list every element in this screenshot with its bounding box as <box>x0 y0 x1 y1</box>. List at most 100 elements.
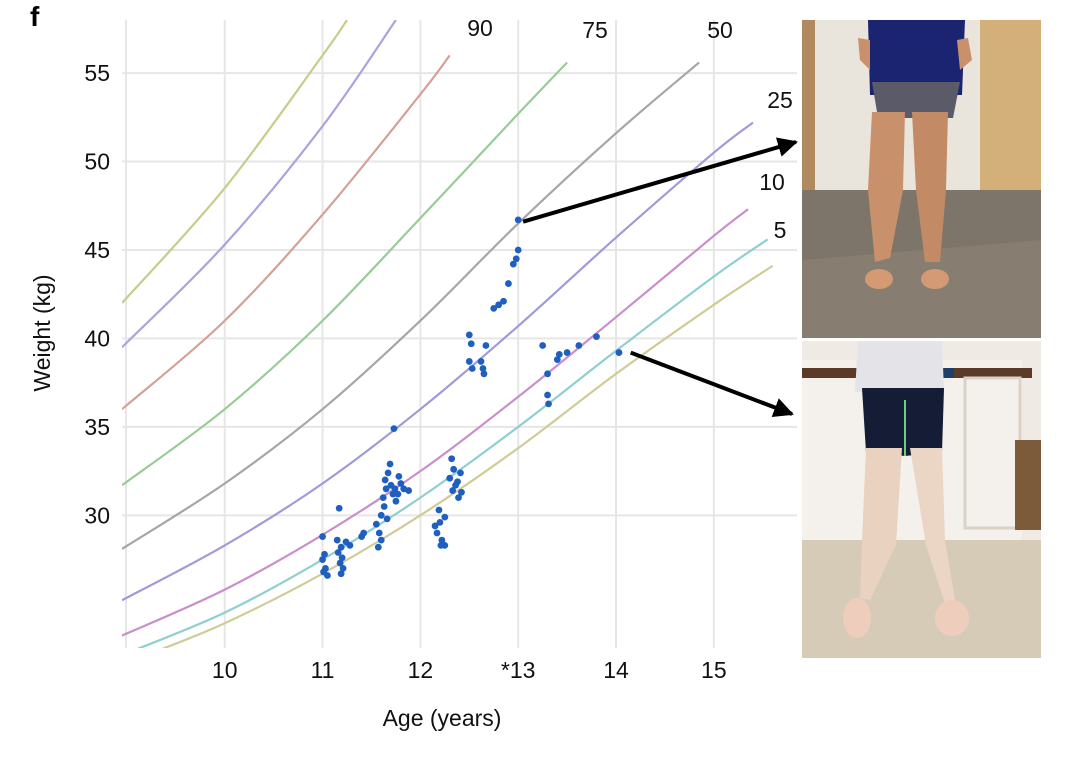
data-point-29 <box>390 425 398 433</box>
data-point-11 <box>336 559 344 567</box>
data-point-46 <box>437 541 445 549</box>
data-point-58 <box>467 340 475 348</box>
data-point-71 <box>514 246 522 254</box>
y-tick-label-2: 40 <box>84 325 110 351</box>
percentile-label-5: 5 <box>774 217 787 243</box>
percentile-curve-75 <box>122 61 700 550</box>
data-point-57 <box>465 331 473 339</box>
data-point-61 <box>477 358 485 365</box>
data-point-47 <box>441 513 449 521</box>
percentile-curves <box>122 20 774 648</box>
x-axis-title: Age (years) <box>383 705 502 731</box>
data-point-48 <box>448 455 456 463</box>
data-point-0 <box>319 533 326 540</box>
data-point-1 <box>321 550 328 558</box>
panel-label: f <box>30 1 40 32</box>
data-point-28 <box>386 460 394 468</box>
data-point-39 <box>383 515 391 523</box>
percentile-label-90: 90 <box>467 15 493 41</box>
data-point-10 <box>338 554 346 562</box>
arrow-to-bottom-photo <box>629 350 794 417</box>
data-point-17 <box>358 533 366 540</box>
data-point-60 <box>468 365 476 372</box>
x-tick-label-0: 10 <box>212 657 238 683</box>
data-point-64 <box>482 342 490 349</box>
data-point-31 <box>389 490 397 498</box>
y-tick-label-3: 45 <box>84 237 110 263</box>
data-point-19 <box>375 529 383 537</box>
y-tick-label-4: 50 <box>84 149 110 175</box>
data-point-6 <box>335 504 343 512</box>
data-point-78 <box>555 350 563 358</box>
data-point-21 <box>374 543 382 551</box>
data-point-40 <box>431 522 439 530</box>
percentile-curve-unlabeled-1 <box>122 20 397 349</box>
data-point-81 <box>593 333 600 341</box>
data-point-79 <box>563 349 571 356</box>
data-point-62 <box>479 365 487 372</box>
percentile-curve-unlabeled-0 <box>122 20 348 304</box>
data-point-20 <box>377 536 385 544</box>
data-point-50 <box>446 474 454 482</box>
photo-top <box>802 20 1041 338</box>
data-point-77 <box>553 356 561 364</box>
data-point-49 <box>450 465 458 473</box>
data-point-22 <box>377 511 385 519</box>
data-point-74 <box>544 370 551 378</box>
data-point-2 <box>319 556 326 563</box>
photo-bottom <box>802 341 1041 658</box>
data-point-9 <box>334 549 342 556</box>
data-point-67 <box>500 297 507 305</box>
x-tick-label-1: 11 <box>311 657 335 683</box>
percentile-curve-90 <box>122 61 568 487</box>
data-point-5 <box>324 572 331 579</box>
data-point-35 <box>397 480 405 487</box>
x-tick-label-2: 12 <box>408 657 434 683</box>
data-point-52 <box>449 487 457 494</box>
data-point-24 <box>379 494 387 502</box>
data-point-68 <box>505 280 512 287</box>
growth-chart: 30 35 40 45 50 55 10 11 12 *13 14 15 90 75 50 25 10 5 A… <box>29 15 797 731</box>
data-point-42 <box>435 506 443 514</box>
data-point-80 <box>575 342 583 349</box>
data-point-73 <box>539 342 547 349</box>
data-point-76 <box>545 400 552 408</box>
x-tick-labels: 10 11 12 *13 14 15 <box>212 657 727 683</box>
data-point-8 <box>337 543 345 551</box>
x-tick-label-4: 14 <box>603 657 629 683</box>
y-axis-title: Weight (kg) <box>29 274 55 391</box>
percentile-label-25: 25 <box>767 87 793 113</box>
x-tick-label-3: *13 <box>501 657 536 683</box>
arrows <box>522 137 798 417</box>
percentile-labels: 90 75 50 25 10 5 <box>467 15 793 243</box>
data-points <box>319 216 623 579</box>
data-point-12 <box>339 564 347 572</box>
data-point-25 <box>382 485 390 493</box>
percentile-label-50: 50 <box>707 17 733 43</box>
data-point-34 <box>395 473 403 480</box>
percentile-curve-25 <box>122 208 749 637</box>
data-point-65 <box>490 304 498 312</box>
data-point-54 <box>457 469 464 477</box>
arrow-to-top-photo <box>522 137 798 224</box>
data-point-63 <box>480 370 488 378</box>
percentile-curve-unlabeled-2 <box>122 54 451 411</box>
data-point-69 <box>509 260 517 268</box>
data-point-70 <box>512 255 520 263</box>
x-tick-label-5: 15 <box>701 657 727 683</box>
data-point-18 <box>372 520 380 528</box>
data-point-44 <box>438 536 446 544</box>
data-point-15 <box>346 541 354 549</box>
percentile-curve-10 <box>136 238 769 648</box>
data-point-56 <box>455 494 462 502</box>
percentile-curve-5 <box>161 264 774 648</box>
y-tick-label-1: 35 <box>84 414 110 440</box>
data-point-43 <box>436 519 444 526</box>
y-tick-label-0: 30 <box>84 502 110 528</box>
data-point-27 <box>384 469 392 477</box>
data-point-53 <box>454 478 461 486</box>
data-point-75 <box>544 391 551 399</box>
data-point-66 <box>495 301 503 309</box>
data-point-55 <box>458 488 465 496</box>
